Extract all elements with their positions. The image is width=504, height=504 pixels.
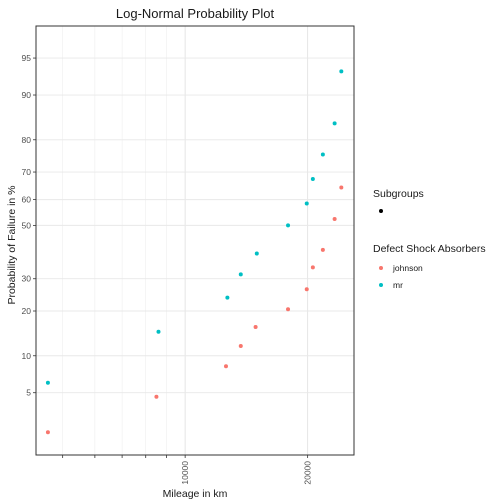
data-point-mr [254, 251, 259, 256]
data-point-johnson [286, 307, 291, 312]
data-point-johnson [310, 265, 315, 270]
y-tick-label: 95 [22, 53, 32, 63]
data-point-mr [156, 329, 161, 334]
legend-title-defect: Defect Shock Absorbers [373, 243, 486, 255]
data-point-johnson [253, 324, 258, 329]
data-point-johnson [45, 430, 50, 435]
legend-key-mr [379, 283, 383, 287]
y-tick-label: 50 [22, 220, 32, 230]
y-tick-label: 5 [26, 388, 31, 398]
data-point-mr [320, 152, 325, 157]
legend-key-subgroups [379, 209, 383, 213]
data-point-johnson [320, 247, 325, 252]
data-point-mr [225, 295, 230, 300]
x-tick-label: 10000 [180, 461, 190, 485]
plot-axes: 5 10 20 30 50 60 70 80 90 95 10000 20000 [22, 53, 313, 485]
data-point-mr [45, 380, 50, 385]
y-tick-label: 70 [22, 167, 32, 177]
y-tick-label: 20 [22, 306, 32, 316]
legend-label-mr: mr [393, 280, 403, 290]
data-point-johnson [304, 287, 309, 292]
data-point-mr [310, 176, 315, 181]
data-point-johnson [332, 217, 337, 222]
x-axis-title: Mileage in km [163, 488, 228, 500]
data-point-johnson [223, 364, 228, 369]
y-axis-title: Probability of Failure in % [6, 185, 18, 304]
x-tick-label: 20000 [303, 461, 313, 485]
y-tick-label: 90 [22, 90, 32, 100]
data-point-mr [339, 69, 344, 74]
data-point-mr [238, 272, 243, 277]
data-point-mr [332, 121, 337, 126]
y-tick-label: 10 [22, 351, 32, 361]
legend: Subgroups Defect Shock Absorbers johnson mr [373, 188, 486, 290]
legend-key-johnson [379, 266, 383, 270]
data-point-johnson [238, 343, 243, 348]
plot-panel-border [35, 25, 355, 456]
data-point-mr [286, 223, 291, 228]
legend-title-subgroups: Subgroups [373, 188, 424, 200]
plot-grid [36, 26, 354, 455]
y-tick-label: 80 [22, 135, 32, 145]
y-tick-label: 30 [22, 274, 32, 284]
data-point-johnson [339, 185, 344, 190]
chart-title: Log-Normal Probability Plot [116, 6, 275, 21]
y-tick-label: 60 [22, 195, 32, 205]
plot-points [45, 69, 344, 435]
legend-label-johnson: johnson [392, 263, 423, 273]
data-point-johnson [154, 394, 159, 399]
data-point-mr [304, 201, 309, 206]
